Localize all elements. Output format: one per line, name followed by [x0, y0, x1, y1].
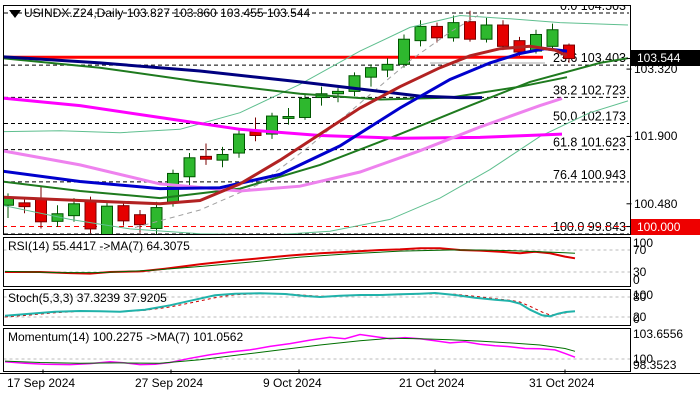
candle	[332, 88, 344, 103]
candle	[546, 23, 559, 49]
rsi-scale-label: 30	[633, 264, 647, 279]
candle	[101, 202, 113, 234]
date-label[interactable]: 31 Oct 2024	[529, 376, 595, 390]
rsi-label: RSI(14) 55.4417 ->MA(7) 64.3075	[8, 239, 190, 253]
stoch-scale-label: 20	[633, 309, 647, 324]
price-axis-label: 100.480	[634, 196, 678, 211]
fib-label: 76.4 100.943	[553, 168, 626, 182]
price-axis-label: 101.900	[634, 129, 678, 144]
rsi-scale-label: 100	[633, 236, 654, 250]
candle	[299, 94, 311, 120]
momentum-panel	[4, 333, 630, 366]
panel-border-0	[3, 5, 631, 235]
candle	[150, 201, 163, 234]
rsi-scale-label: 70	[633, 242, 647, 257]
candle	[183, 153, 196, 187]
candle	[233, 129, 245, 158]
violet-ma[interactable]	[2, 97, 563, 193]
fib-label: 0.0 104.503	[560, 0, 626, 13]
candle	[348, 72, 361, 97]
rsi-panel	[4, 247, 630, 275]
momentum-ma-line[interactable]	[4, 337, 576, 364]
candle	[117, 201, 130, 226]
candle	[216, 146, 229, 168]
maroon-ma[interactable]	[2, 44, 568, 206]
current-price-badge: 103.544	[631, 50, 700, 67]
momentum-label: Momentum(14) 100.2275 ->MA(7) 101.0562	[8, 330, 244, 344]
date-label[interactable]: 17 Sep 2024	[7, 376, 76, 390]
candle	[18, 197, 31, 214]
fib-label: 50.0 102.173	[553, 110, 626, 124]
momentum-scale-label: 98.3523	[633, 358, 677, 372]
candle	[266, 112, 278, 139]
stoch-scale-label: 100	[633, 288, 654, 302]
candle	[134, 209, 146, 233]
candle	[365, 64, 377, 87]
candle	[431, 22, 443, 43]
chart-title: USINDX.Z24,Daily 103.827 103.860 103.455…	[24, 6, 311, 20]
candle	[200, 143, 212, 165]
date-label[interactable]: 27 Sep 2024	[135, 376, 204, 390]
stoch-panel	[4, 291, 630, 318]
level-price-badge: 100.000	[631, 218, 700, 235]
fib-label: 61.8 101.623	[553, 136, 626, 150]
envelope-upper[interactable]	[2, 14, 629, 134]
date-label[interactable]: 21 Oct 2024	[399, 376, 465, 390]
candle	[398, 34, 410, 68]
candle	[497, 20, 509, 51]
candle	[68, 198, 80, 222]
rsi-ma-line[interactable]	[4, 249, 576, 274]
rsi-scale-label: 0	[633, 273, 640, 287]
stoch-scale-label: 0	[633, 312, 640, 326]
navy-ma[interactable]	[2, 55, 482, 100]
symbol-dropdown-icon[interactable]	[9, 10, 21, 18]
momentum-scale-label: 100	[633, 351, 654, 366]
stoch-label: Stoch(5,3,3) 37.3239 37.9205	[8, 291, 167, 305]
stoch-k-line[interactable]	[4, 291, 576, 318]
stoch-scale-label: 80	[633, 289, 647, 304]
panel-border-3	[3, 328, 631, 372]
date-label[interactable]: 9 Oct 2024	[263, 376, 322, 390]
candle	[381, 58, 394, 78]
fib-label: 38.2 102.723	[553, 83, 626, 97]
panel-border-1	[3, 237, 631, 287]
envelope-lower[interactable]	[2, 100, 629, 235]
candle	[480, 17, 493, 43]
candle	[282, 107, 295, 125]
momentum-scale-label: 103.6556	[633, 327, 684, 341]
green-ma-fast[interactable]	[2, 57, 629, 200]
blue-ma[interactable]	[2, 47, 568, 191]
green-ma-slow[interactable]	[2, 57, 568, 101]
